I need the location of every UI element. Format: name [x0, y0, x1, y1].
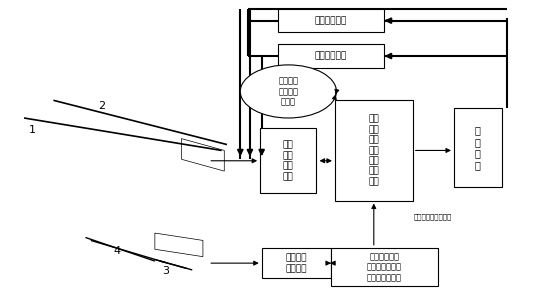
- Bar: [278, 44, 384, 68]
- Text: 图像信息处理
（焊缝几何形状
及平整度求取）: 图像信息处理 （焊缝几何形状 及平整度求取）: [367, 252, 402, 282]
- Text: 4: 4: [114, 246, 121, 256]
- Bar: [262, 248, 331, 278]
- Text: 进材控制系统: 进材控制系统: [315, 16, 347, 25]
- Text: 2: 2: [98, 101, 105, 111]
- Text: 焊缝实时平整度输入: 焊缝实时平整度输入: [414, 214, 452, 220]
- Text: 焊缝形状
信息采集: 焊缝形状 信息采集: [286, 253, 307, 273]
- Text: 控
制
中
心: 控 制 中 心: [475, 125, 481, 170]
- Bar: [335, 100, 412, 201]
- Bar: [261, 128, 316, 193]
- Text: 辊击控制系统: 辊击控制系统: [315, 52, 347, 60]
- Bar: [454, 108, 502, 187]
- Text: 平整度与
残应力效
量输入: 平整度与 残应力效 量输入: [278, 76, 299, 106]
- Text: 1: 1: [28, 125, 36, 135]
- Ellipse shape: [240, 65, 336, 118]
- Text: 平整
度及
残余
应力
协调
优化
系统: 平整 度及 残余 应力 协调 优化 系统: [368, 115, 379, 186]
- Text: 工艺
参数
管理
系统: 工艺 参数 管理 系统: [283, 141, 294, 181]
- Bar: [278, 9, 384, 32]
- Bar: [331, 248, 438, 286]
- Text: 3: 3: [162, 266, 169, 276]
